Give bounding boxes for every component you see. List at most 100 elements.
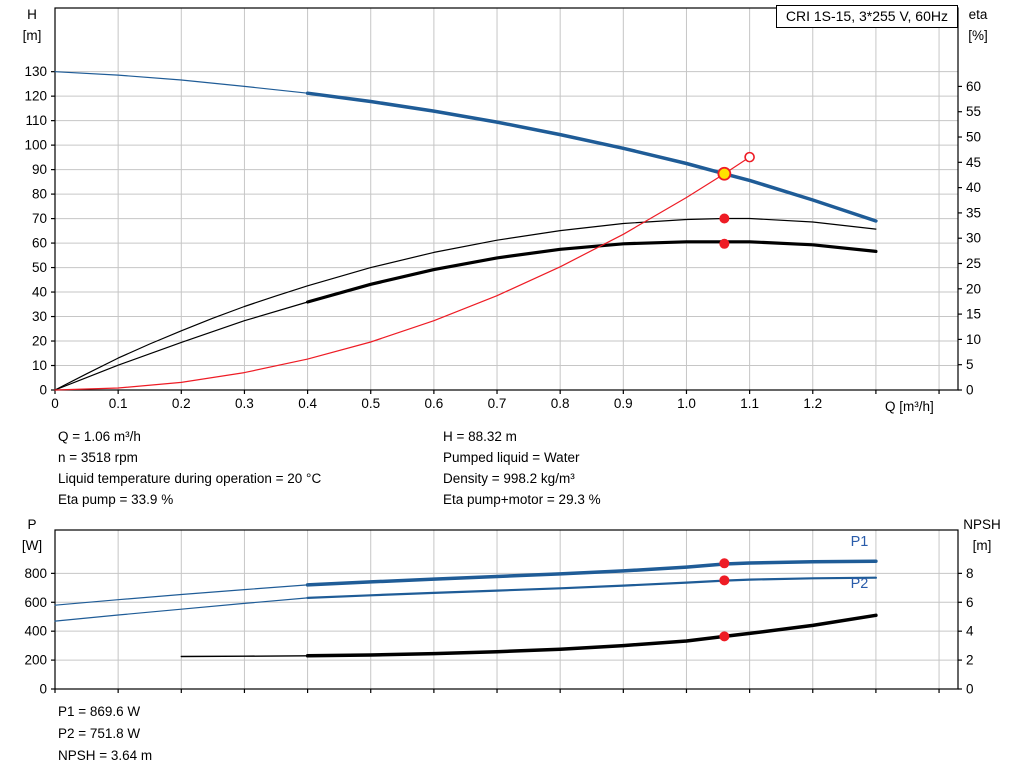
svg-text:45: 45 [966, 155, 981, 170]
p1-value: P1 = 869.6 W [58, 704, 141, 719]
eta-axis-unit: [%] [968, 28, 988, 43]
svg-text:25: 25 [966, 256, 981, 271]
npsh-axis-symbol: NPSH [963, 517, 1001, 532]
eta-pump-motor-duty-dot [719, 238, 730, 249]
p1-label: P1 [851, 534, 869, 550]
flow-value: Q = 1.06 m³/h [58, 429, 141, 444]
svg-text:50: 50 [966, 130, 981, 145]
svg-text:120: 120 [24, 89, 47, 104]
svg-text:5: 5 [966, 357, 974, 372]
svg-text:10: 10 [32, 358, 47, 373]
npsh-curve [305, 613, 878, 658]
svg-text:60: 60 [32, 236, 47, 251]
rated-point-open [744, 151, 755, 163]
svg-text:130: 130 [24, 64, 47, 79]
power-axis-symbol: P [27, 517, 37, 532]
qh-eta-chart: 0 10 20 30 40 50 60 70 80 90 100 110 120 130 0 5 10 15 20 2… [24, 7, 981, 411]
results-block: P1 = 869.6 W P2 = 751.8 W NPSH = 3.64 m [58, 701, 152, 767]
svg-text:0: 0 [39, 383, 47, 398]
svg-text:100: 100 [24, 138, 47, 153]
eta-pump-value: Eta pump = 33.9 % [58, 492, 174, 507]
svg-text:40: 40 [966, 180, 981, 195]
p1-duty-dot [719, 558, 730, 569]
operating-point-right-column: H = 88.32 m Pumped liquid = Water Densit… [443, 426, 601, 510]
npsh-value: NPSH = 3.64 m [58, 748, 153, 763]
svg-text:0: 0 [51, 396, 59, 411]
qh-curve-extrapolated [54, 71, 309, 94]
svg-text:200: 200 [24, 653, 47, 668]
svg-text:0.7: 0.7 [488, 396, 507, 411]
pump-model-title: CRI 1S-15, 3*255 V, 60Hz [775, 5, 958, 28]
flow-axis-label: Q [m³/h] [885, 399, 934, 414]
svg-text:0.2: 0.2 [172, 396, 191, 411]
p2-curve-low [54, 597, 309, 622]
speed-value: n = 3518 rpm [58, 450, 138, 465]
svg-text:50: 50 [32, 260, 47, 275]
head-axis-unit: [m] [22, 28, 42, 43]
svg-text:0.9: 0.9 [614, 396, 633, 411]
svg-text:20: 20 [32, 334, 47, 349]
power-axis-unit: [W] [21, 538, 43, 553]
p2-label: P2 [851, 576, 869, 592]
svg-text:1.1: 1.1 [740, 396, 759, 411]
liquid-temperature-value: Liquid temperature during operation = 20… [58, 471, 322, 486]
svg-text:400: 400 [24, 624, 47, 639]
svg-text:90: 90 [32, 162, 47, 177]
svg-text:15: 15 [966, 307, 981, 322]
power-axis-label: P [W] [13, 514, 51, 556]
svg-text:30: 30 [32, 309, 47, 324]
svg-text:4: 4 [966, 624, 974, 639]
svg-text:0: 0 [39, 682, 47, 697]
svg-text:0.6: 0.6 [424, 396, 443, 411]
svg-text:2: 2 [966, 653, 974, 668]
svg-text:1.2: 1.2 [803, 396, 822, 411]
pumped-liquid-value: Pumped liquid = Water [443, 450, 580, 465]
power-npsh-chart: 0 200 400 600 800 0 2 4 6 8 P1 P2 [24, 529, 974, 697]
npsh-duty-dot [719, 631, 730, 642]
eta-axis-label: eta [%] [956, 4, 1000, 46]
svg-text:10: 10 [966, 332, 981, 347]
p1-curve-low [54, 584, 309, 606]
p2-curve [306, 576, 878, 600]
svg-text:55: 55 [966, 104, 981, 119]
npsh-curve-low [180, 655, 309, 658]
density-value: Density = 998.2 kg/m³ [443, 471, 575, 486]
duty-point[interactable] [717, 166, 732, 181]
svg-text:0: 0 [966, 682, 974, 697]
svg-text:800: 800 [24, 566, 47, 581]
head-value: H = 88.32 m [443, 429, 517, 444]
svg-text:0.5: 0.5 [361, 396, 380, 411]
npsh-axis-label: NPSH [m] [956, 514, 1008, 556]
svg-text:0.8: 0.8 [551, 396, 570, 411]
svg-text:110: 110 [25, 113, 47, 128]
svg-text:8: 8 [966, 566, 974, 581]
svg-text:0.4: 0.4 [298, 396, 317, 411]
npsh-axis-unit: [m] [972, 538, 992, 553]
svg-text:0.1: 0.1 [109, 396, 128, 411]
svg-text:60: 60 [966, 79, 981, 94]
svg-text:80: 80 [32, 187, 47, 202]
svg-text:0: 0 [966, 383, 974, 398]
p2-duty-dot [719, 575, 730, 586]
svg-text:70: 70 [32, 211, 47, 226]
svg-text:6: 6 [966, 595, 974, 610]
operating-point-left-column: Q = 1.06 m³/h n = 3518 rpm Liquid temper… [58, 426, 321, 510]
p2-value: P2 = 751.8 W [58, 726, 141, 741]
eta-pump-curve [54, 217, 877, 391]
eta-pump-motor-value: Eta pump+motor = 29.3 % [443, 492, 601, 507]
svg-text:600: 600 [24, 595, 47, 610]
eta-pump-duty-dot [719, 213, 730, 224]
svg-text:0.3: 0.3 [235, 396, 254, 411]
eta-axis-symbol: eta [968, 7, 988, 22]
svg-text:20: 20 [966, 281, 981, 296]
qh-curve [305, 91, 878, 223]
p1-curve [305, 559, 878, 587]
head-axis-symbol: H [27, 7, 37, 22]
system-curve [54, 156, 751, 391]
eta-pump-motor-curve [306, 240, 878, 304]
svg-text:30: 30 [966, 231, 981, 246]
eta-pump-motor-curve-low [54, 301, 309, 391]
svg-text:35: 35 [966, 205, 981, 220]
